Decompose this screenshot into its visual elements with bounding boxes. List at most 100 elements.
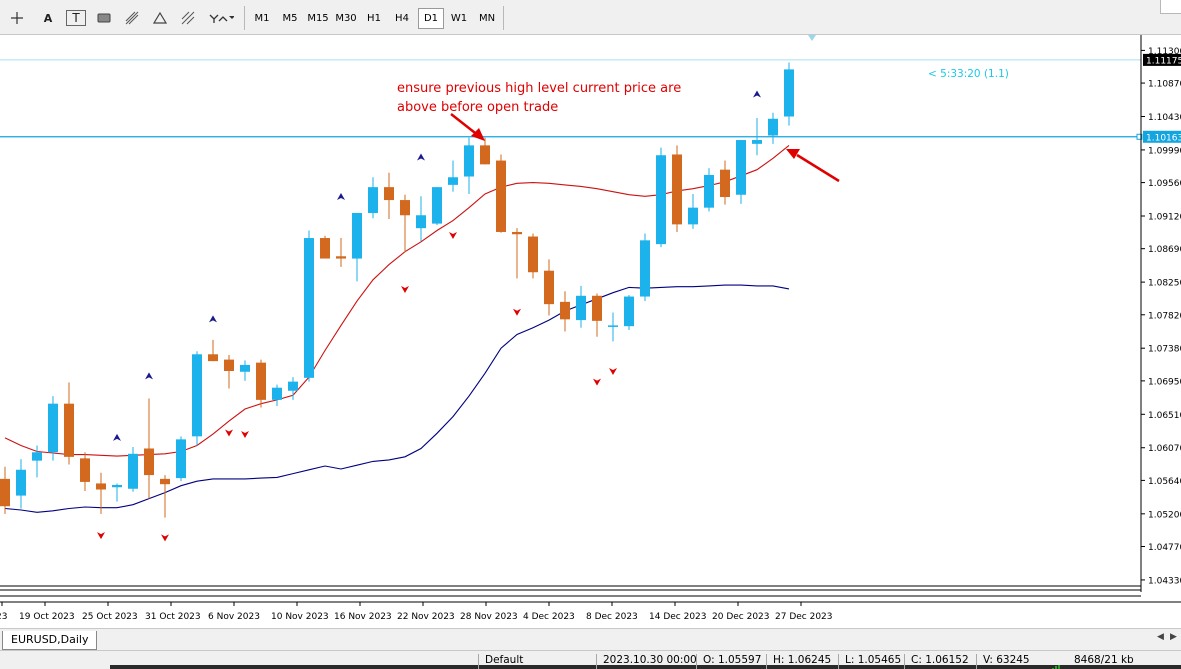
x-axis-label: 14 Dec 2023 [649, 612, 707, 622]
status-bar: Default 2023.10.30 00:00 O: 1.05597 H: 1… [0, 650, 1181, 669]
status-bar-shadow [110, 665, 1181, 669]
x-axis-label: 19 Oct 2023 [19, 612, 75, 622]
x-axis-label: 31 Oct 2023 [145, 612, 201, 622]
fractal-up-marker [209, 315, 217, 323]
tab-scroll-right-icon[interactable]: ▶ [1170, 632, 1177, 642]
timeframe-m30[interactable]: M30 [335, 13, 357, 24]
candle-body [256, 362, 266, 400]
arrows-tool-icon[interactable] [206, 8, 236, 28]
candle-body [624, 296, 634, 327]
triangle-tool-icon[interactable] [150, 8, 170, 28]
y-axis-label: 1.06510 [1148, 411, 1181, 421]
current-price-label: 1.11175 [1146, 56, 1181, 66]
toolbar-separator [503, 6, 504, 30]
status-traffic: 8468/21 kb [1074, 654, 1134, 666]
candle-body [176, 439, 186, 479]
candle-body [496, 160, 506, 232]
candle-body [592, 295, 602, 321]
fibonacci-tool-icon[interactable] [122, 8, 142, 28]
timeframe-m1[interactable]: M1 [254, 13, 270, 24]
timeframe-m5[interactable]: M5 [282, 13, 298, 24]
toolbar: A T M1 M5 M15 M30 H1 H4 D1 W1 MN [0, 0, 1181, 35]
candle-body [608, 325, 618, 327]
fractal-down-marker [97, 532, 105, 540]
fractal-down-marker [609, 367, 617, 375]
fractal-up-marker [145, 372, 153, 380]
x-axis-label: 20 Dec 2023 [712, 612, 770, 622]
fractal-down-marker [241, 431, 249, 439]
rectangle-tool-icon[interactable] [94, 8, 114, 28]
status-low: L: 1.05465 [838, 654, 904, 669]
connection-status-icon [1046, 656, 1068, 669]
candle-body [400, 200, 410, 216]
candle-body [544, 270, 554, 305]
tab-scroll-left-icon[interactable]: ◀ [1157, 632, 1164, 642]
fractal-up-marker [337, 193, 345, 201]
candle-body [464, 145, 474, 177]
candle-body [208, 354, 218, 362]
candle-body [32, 452, 42, 461]
x-axis-label: 16 Nov 2023 [334, 612, 392, 622]
y-axis-label: 1.04330 [1148, 576, 1181, 586]
timeframe-h1[interactable]: H1 [367, 13, 381, 24]
fractal-down-marker [449, 232, 457, 240]
candle-body [704, 174, 714, 208]
y-axis-label: 1.10870 [1148, 80, 1181, 90]
y-axis-label: 1.09560 [1148, 179, 1181, 189]
y-axis-label: 1.06950 [1148, 377, 1181, 387]
status-close: C: 1.06152 [904, 654, 976, 669]
status-open: O: 1.05597 [696, 654, 766, 669]
x-axis-label: 6 Nov 2023 [208, 612, 260, 622]
fractal-down-marker [593, 378, 601, 386]
price-chart[interactable]: 1.11300 1.10870 1.10430 1.09990 1.09560 1.091… [0, 35, 1181, 627]
timeframe-w1[interactable]: W1 [450, 13, 468, 24]
x-axis-label: 10 Nov 2023 [271, 612, 329, 622]
candle-body [784, 69, 794, 117]
timeframe-mn[interactable]: MN [478, 13, 496, 24]
candle-body [352, 212, 362, 259]
horizontal-line-label: 1.10163 [1146, 133, 1181, 143]
candle-body [224, 359, 234, 371]
candle-body [336, 256, 346, 259]
x-axis-label: 25 Oct 2023 [82, 612, 138, 622]
y-axis-label: 1.05640 [1148, 477, 1181, 487]
candle-body [688, 207, 698, 225]
candle-body [80, 458, 90, 482]
chart-canvas[interactable]: 1.11300 1.10870 1.10430 1.09990 1.09560 1.091… [0, 35, 1181, 627]
candle-body [288, 381, 298, 391]
candle-body [736, 140, 746, 195]
candle-body [752, 140, 762, 144]
candle-body [112, 484, 122, 488]
timeframe-m15[interactable]: M15 [307, 13, 329, 24]
x-axis-label: 8 Dec 2023 [586, 612, 638, 622]
text-label-tool-icon[interactable]: T [66, 10, 86, 26]
timeframe-d1[interactable]: D1 [418, 8, 444, 29]
moving-average-blue [4, 284, 790, 513]
pitchfork-tool-icon[interactable] [178, 8, 198, 28]
fractal-down-marker [513, 308, 521, 316]
candle-body [240, 364, 250, 372]
status-profile: Default [478, 654, 596, 669]
text-tool-icon[interactable]: A [43, 11, 53, 25]
chart-shift-marker[interactable] [808, 35, 816, 41]
crosshair-icon[interactable] [8, 8, 26, 28]
candle-body [384, 187, 394, 201]
timeframe-h4[interactable]: H4 [395, 13, 409, 24]
y-axis-label: 1.08250 [1148, 279, 1181, 289]
current-price-label-box [1143, 53, 1181, 66]
annotation-text-line2: above before open trade [397, 100, 558, 115]
x-axis-label: 22 Nov 2023 [397, 612, 455, 622]
y-axis-label: 1.06070 [1148, 444, 1181, 454]
toolbar-dropdown-handle[interactable] [1160, 0, 1181, 14]
y-axis-label: 1.09120 [1148, 213, 1181, 223]
horizontal-line-handle [1136, 133, 1143, 140]
candle-body [512, 231, 522, 235]
tab-eurusd-daily[interactable]: EURUSD,Daily [2, 631, 98, 650]
candle-body [640, 240, 650, 297]
x-axis-label: 27 Dec 2023 [775, 612, 833, 622]
annotation-arrowhead-high [471, 128, 485, 141]
x-axis-label: 23 [0, 612, 7, 622]
candle-body [0, 478, 10, 507]
x-axis-label: 28 Nov 2023 [460, 612, 518, 622]
